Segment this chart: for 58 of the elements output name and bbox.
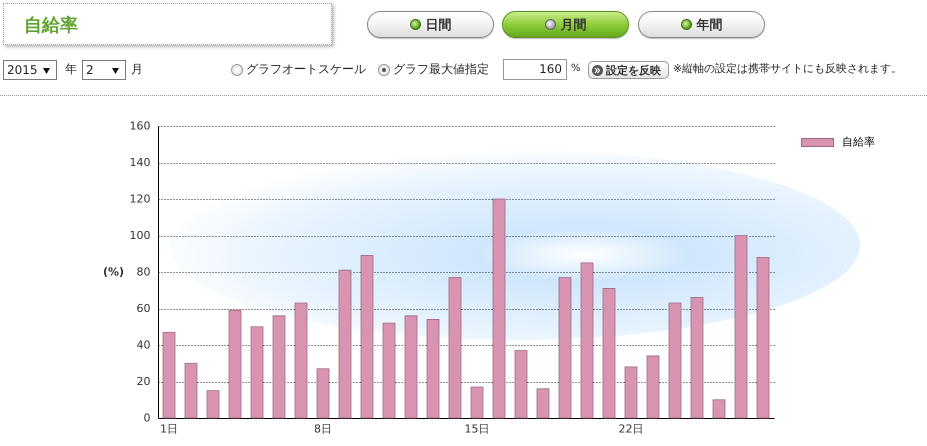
bar xyxy=(162,332,176,418)
bar xyxy=(690,297,704,418)
bar xyxy=(426,319,440,418)
bar xyxy=(712,399,726,418)
bar xyxy=(646,356,660,418)
text: ※縦軸の設定は携帯サイトにも反映されます。 xyxy=(673,61,902,77)
chart-title: 自給率 xyxy=(24,14,78,37)
bar xyxy=(338,270,352,418)
bar xyxy=(734,235,748,418)
bar xyxy=(206,390,220,418)
select-field: 2 xyxy=(82,60,126,80)
y-tick-label: 160 xyxy=(130,120,150,132)
x-tick-label: 1日 xyxy=(160,422,178,436)
y-tick-label: 0 xyxy=(144,412,150,424)
bar xyxy=(470,386,484,418)
y-axis-title: (%) xyxy=(102,266,124,278)
tab-button: 年間 xyxy=(638,11,765,38)
bar xyxy=(228,310,242,418)
bar xyxy=(624,366,638,418)
bar xyxy=(602,288,616,418)
text: % xyxy=(571,62,581,76)
bar xyxy=(514,350,528,418)
y-tick-label: 80 xyxy=(136,266,150,278)
bar xyxy=(448,277,462,418)
x-tick-label: 15日 xyxy=(464,422,490,436)
bar xyxy=(492,198,506,418)
x-tick-label: 8日 xyxy=(314,422,332,436)
header-box: 自給率 xyxy=(3,3,332,45)
text: グラフオートスケール xyxy=(246,61,366,78)
tab-button: 月間 xyxy=(502,11,629,38)
bar xyxy=(580,262,594,418)
select-field: 2015 xyxy=(3,60,57,80)
bar xyxy=(316,368,330,418)
x-tick-label: 22日 xyxy=(618,422,644,436)
y-tick-label: 120 xyxy=(130,192,150,206)
bar xyxy=(756,257,770,418)
y-tick-label: 140 xyxy=(130,156,150,169)
bar xyxy=(382,322,396,418)
bar xyxy=(668,302,682,418)
bar xyxy=(536,388,550,418)
button: 設定を反映 xyxy=(588,61,669,79)
bar xyxy=(272,315,286,418)
y-tick-label: 100 xyxy=(130,229,150,242)
bar xyxy=(294,302,308,418)
y-tick-label: 60 xyxy=(136,302,150,315)
legend-label: 自給率 xyxy=(842,136,875,148)
bar xyxy=(360,255,374,418)
bar xyxy=(250,326,264,418)
text: グラフ最大値指定 xyxy=(393,61,489,78)
tab-button: 日間 xyxy=(367,11,494,38)
bar xyxy=(184,362,198,418)
bar xyxy=(404,315,418,418)
text-field: 160 xyxy=(503,59,567,80)
y-tick-label: 20 xyxy=(136,375,150,388)
y-tick-label: 40 xyxy=(136,338,150,352)
text: 月 xyxy=(131,61,143,78)
bar xyxy=(558,277,572,418)
text: 年 xyxy=(65,61,77,78)
